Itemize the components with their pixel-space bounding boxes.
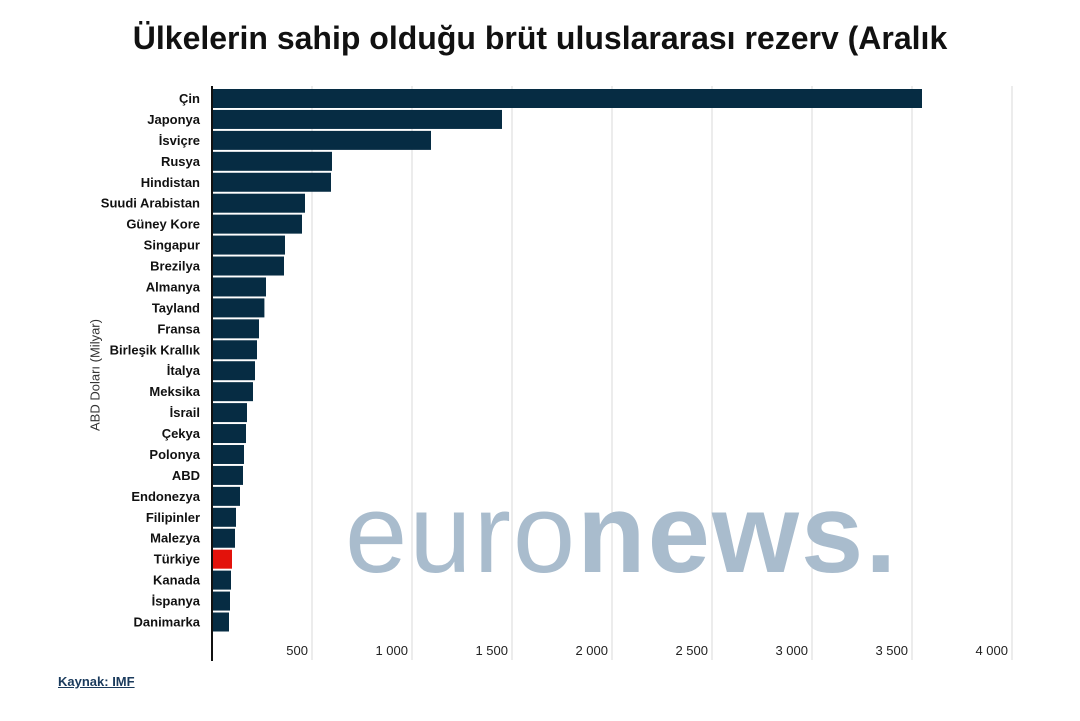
euronews-watermark: euronews. (345, 478, 898, 590)
bar (212, 215, 302, 234)
bar (212, 445, 244, 464)
category-label: Endonezya (131, 489, 200, 504)
bar (212, 236, 285, 255)
category-label: Suudi Arabistan (101, 196, 200, 211)
bar (212, 403, 247, 422)
category-label: İspanya (152, 594, 201, 609)
bar (212, 508, 236, 527)
bar (212, 592, 230, 611)
category-label: Fransa (157, 321, 200, 336)
category-label: Danimarka (134, 615, 201, 630)
x-tick-label: 1 000 (375, 643, 408, 658)
bar (212, 361, 255, 380)
x-tick-label: 1 500 (475, 643, 508, 658)
bar (212, 89, 922, 108)
category-label: ABD (172, 468, 200, 483)
x-tick-label: 2 000 (575, 643, 608, 658)
x-tick-label: 4 000 (975, 643, 1008, 658)
bar (212, 550, 232, 569)
bar (212, 173, 331, 192)
category-label: Filipinler (146, 510, 200, 525)
bar (212, 529, 235, 548)
category-label: Malezya (150, 531, 201, 546)
category-label: Tayland (152, 300, 200, 315)
category-label: İsviçre (159, 133, 200, 148)
bar (212, 110, 502, 129)
bar (212, 613, 229, 632)
bar (212, 194, 305, 213)
category-label: Çin (179, 91, 200, 106)
category-labels: Çin Japonya İsviçre Rusya Hindistan Suudi Ara… (101, 91, 201, 630)
category-label: Türkiye (154, 552, 200, 567)
category-label: Güney Kore (126, 217, 200, 232)
bar (212, 131, 431, 150)
source-link[interactable]: Kaynak: IMF (58, 674, 135, 689)
x-tick-label: 500 (286, 643, 308, 658)
category-label: Çekya (162, 426, 201, 441)
category-label: Birleşik Krallık (110, 342, 201, 357)
category-label: Kanada (153, 573, 201, 588)
bar (212, 466, 243, 485)
category-label: Singapur (144, 238, 200, 253)
bar (212, 257, 284, 276)
bar (212, 424, 246, 443)
bar (212, 487, 240, 506)
category-label: Polonya (149, 447, 200, 462)
bar (212, 340, 257, 359)
category-label: Meksika (149, 384, 200, 399)
watermark-text-bold: news. (577, 471, 898, 596)
bar (212, 277, 266, 296)
bar (212, 319, 259, 338)
watermark-text-light: euro (345, 471, 577, 596)
category-label: Almanya (146, 279, 201, 294)
bar (212, 571, 231, 590)
x-tick-label: 3 000 (775, 643, 808, 658)
x-tick-labels: 500 1 000 1 500 2 000 2 500 3 000 3 500 4 000 (286, 643, 1008, 658)
x-tick-label: 3 500 (875, 643, 908, 658)
category-label: Rusya (161, 154, 201, 169)
x-tick-label: 2 500 (675, 643, 708, 658)
bar (212, 152, 332, 171)
category-label: Hindistan (141, 175, 200, 190)
bar (212, 298, 264, 317)
category-label: Japonya (147, 112, 201, 127)
category-label: İtalya (167, 363, 201, 378)
category-label: Brezilya (150, 259, 201, 274)
category-label: İsrail (170, 405, 200, 420)
bar (212, 382, 253, 401)
y-axis-label: ABD Doları (Milyar) (88, 319, 103, 431)
